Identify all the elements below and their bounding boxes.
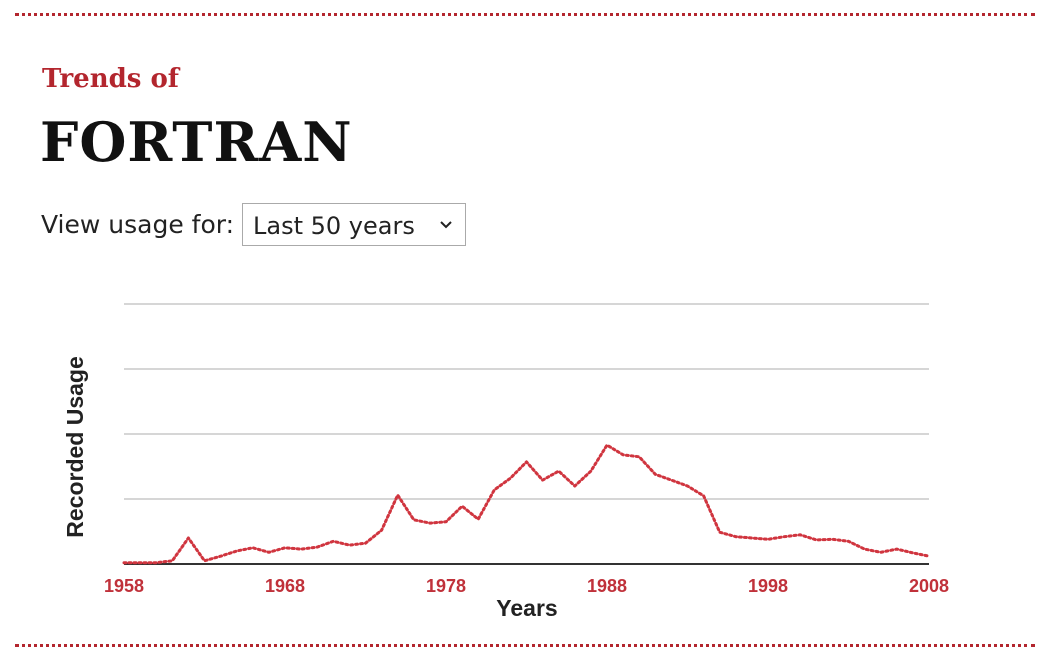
- page-title: FORTRAN: [40, 110, 353, 174]
- y-axis-title: Recorded Usage: [62, 356, 88, 538]
- chart: Years Recorded Usage 1958 1968 1978 1988 199…: [62, 303, 949, 621]
- range-label: View usage for:: [41, 210, 235, 239]
- x-tick-label: 1998: [748, 576, 788, 596]
- bottom-rule: [15, 644, 1035, 647]
- range-value: Last 50 years: [253, 212, 415, 240]
- kicker: Trends of: [42, 64, 179, 94]
- x-tick-label: 2008: [909, 576, 949, 596]
- chevron: [440, 221, 452, 229]
- x-tick-label: 1988: [587, 576, 627, 596]
- top-rule: [15, 13, 1035, 16]
- x-tick-label: 1958: [104, 576, 144, 596]
- x-tick-label: 1978: [426, 576, 466, 596]
- usage-line: [122, 443, 931, 565]
- range-select[interactable]: Last 50 years: [242, 203, 466, 246]
- x-axis-title: Years: [496, 595, 557, 621]
- x-tick-label: 1968: [265, 576, 305, 596]
